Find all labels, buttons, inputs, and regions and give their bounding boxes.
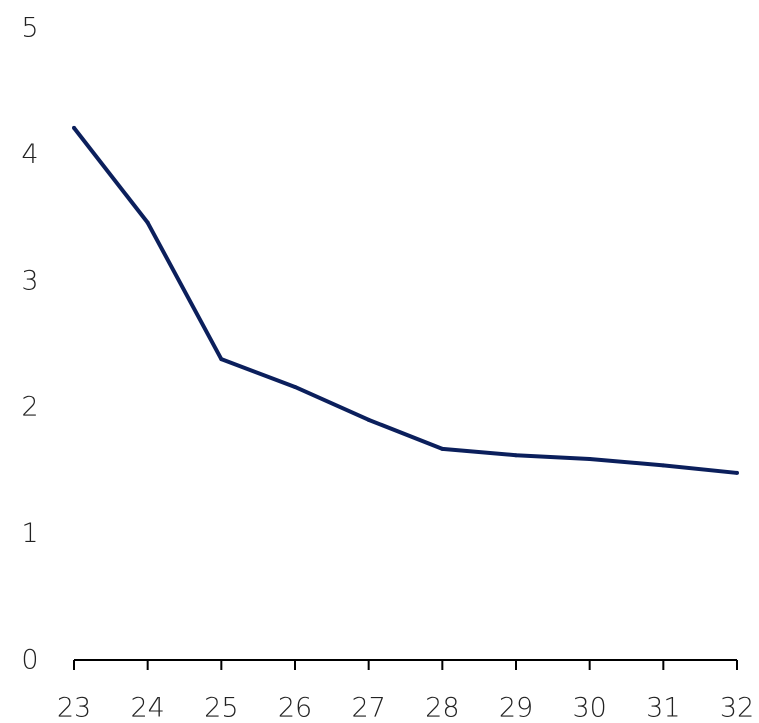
data-point-25 — [219, 357, 224, 362]
x-tick-label-29: 29 — [499, 693, 533, 723]
y-tick-label-2: 2 — [21, 392, 38, 423]
data-point-23 — [72, 125, 76, 130]
x-tick-label-25: 25 — [204, 693, 238, 723]
x-tick-label-27: 27 — [351, 693, 385, 723]
x-tick-label-32: 32 — [720, 693, 754, 723]
data-point-31 — [661, 463, 666, 468]
data-point-29 — [514, 453, 518, 458]
data-point-28 — [440, 446, 445, 451]
x-tick-label-30: 30 — [572, 693, 606, 723]
data-point-26 — [293, 384, 297, 389]
x-tick-label-28: 28 — [425, 693, 459, 723]
data-point-32 — [735, 470, 739, 475]
data-point-24 — [145, 220, 150, 225]
x-tick-label-23: 23 — [57, 693, 91, 723]
x-tick-label-26: 26 — [278, 693, 312, 723]
data-point-30 — [587, 457, 592, 462]
y-tick-label-4: 4 — [21, 139, 38, 170]
y-tick-label-1: 1 — [21, 518, 38, 549]
series-line-0 — [72, 126, 738, 475]
y-tick-label-3: 3 — [21, 265, 38, 296]
x-tick-label-31: 31 — [646, 693, 680, 723]
y-axis-tick-labels: 0 1 2 3 4 5 — [21, 13, 38, 676]
data-point-27 — [366, 417, 371, 422]
series-group — [72, 125, 739, 475]
x-axis-tick-labels: 23 24 25 26 27 28 29 30 31 32 — [57, 693, 754, 723]
x-axis — [73, 659, 738, 670]
x-tick-label-24: 24 — [130, 693, 164, 723]
y-tick-label-5: 5 — [21, 13, 38, 44]
y-tick-label-0: 0 — [21, 645, 38, 676]
